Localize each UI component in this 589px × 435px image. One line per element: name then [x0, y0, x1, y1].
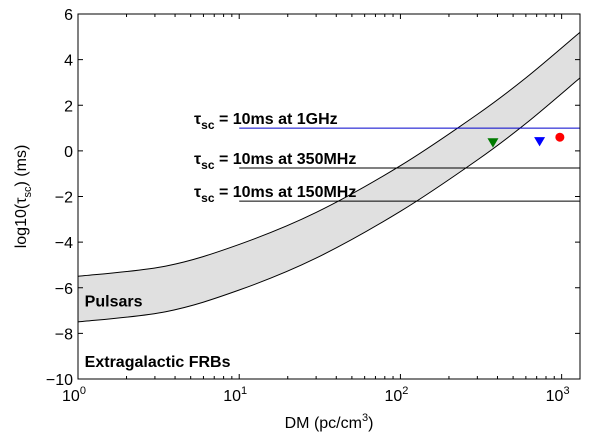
- y-tick-label-7: 4: [64, 53, 73, 70]
- annotations-layer: Pulsars Extragalactic FRBs: [85, 293, 231, 370]
- y-tick-label-5: 0: [64, 144, 73, 161]
- x-axis-label: DM (pc/cm3): [285, 412, 374, 432]
- threshold-lines-layer: τsc = 10ms at 1GHz τsc = 10ms at 350MHz τs…: [194, 111, 580, 205]
- threshold-label-2: τsc = 10ms at 150MHz: [194, 184, 356, 205]
- pulsar-band-layer: [77, 31, 581, 323]
- axes-layer: 100 101 102 103 −10 −8 −6 −4 −2 0 2 4 6: [46, 7, 580, 405]
- pulsar-band-fill: [78, 32, 580, 322]
- y-tick-label-0: −10: [46, 372, 73, 389]
- frb-marker-2: [555, 132, 565, 142]
- y-tick-label-4: −2: [55, 190, 73, 207]
- x-tick-label-2: 102: [384, 385, 408, 405]
- region-label-0: Pulsars: [85, 293, 143, 310]
- y-tick-label-8: 6: [64, 7, 73, 24]
- frb-marker-0: [487, 138, 499, 148]
- y-tick-label-2: −6: [55, 281, 73, 298]
- x-tick-label-3: 103: [546, 385, 570, 405]
- band-upper-edge: [77, 31, 581, 277]
- y-axis-label: log10(τsc) (ms): [13, 145, 34, 249]
- threshold-label-0: τsc = 10ms at 1GHz: [194, 111, 338, 132]
- frb-marker-1: [534, 137, 546, 147]
- x-tick-label-1: 101: [223, 385, 247, 405]
- y-tick-label-3: −4: [55, 235, 73, 252]
- frb-markers-layer: [487, 132, 565, 148]
- y-tick-label-1: −8: [55, 326, 73, 343]
- threshold-label-1: τsc = 10ms at 350MHz: [194, 151, 356, 172]
- band-lower-edge: [77, 77, 581, 323]
- y-tick-label-6: 2: [64, 98, 73, 115]
- region-label-1: Extragalactic FRBs: [85, 354, 231, 371]
- x-tick-label-0: 100: [62, 385, 86, 405]
